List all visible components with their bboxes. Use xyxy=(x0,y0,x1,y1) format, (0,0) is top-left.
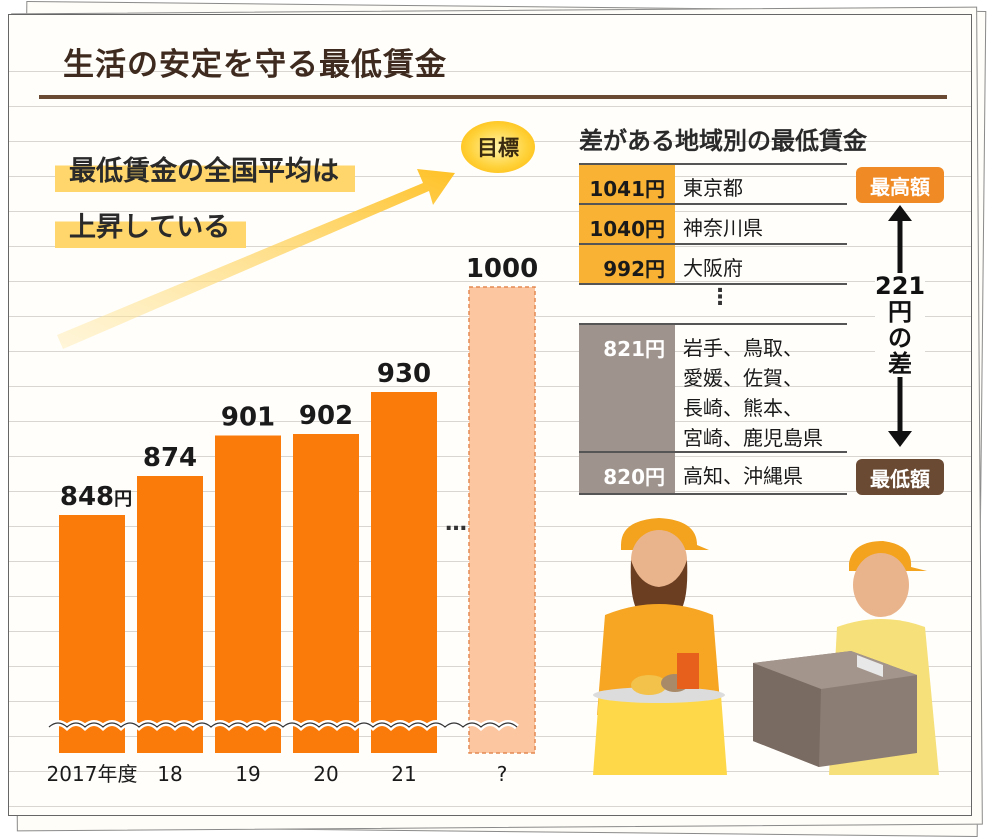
table-row: 820円 高知、沖縄県 xyxy=(579,453,847,495)
min-label: 最低額 xyxy=(856,459,944,495)
region-name: 岩手、鳥取、 愛媛、佐賀、 長崎、熊本、 宮崎、鹿児島県 xyxy=(683,336,823,450)
page-title: 生活の安定を守る最低賃金 xyxy=(63,47,447,83)
difference-particle: の xyxy=(888,324,912,352)
region-name: 大阪府 xyxy=(683,256,743,280)
wage-value: 992円 xyxy=(579,245,675,283)
regional-table: 1041円 東京都 1040円 神奈川県 992円 大阪府 821円 岩手、鳥取… xyxy=(579,163,847,495)
bar xyxy=(371,392,437,753)
region-name: 東京都 xyxy=(683,176,743,200)
workers-illustration xyxy=(593,518,939,775)
headline-line-2: 上昇している xyxy=(55,199,247,252)
table-row: 1040円 神奈川県 xyxy=(579,205,847,245)
bar xyxy=(137,476,203,753)
region-name: 神奈川県 xyxy=(683,216,763,240)
x-tick-label: 19 xyxy=(235,762,260,786)
wage-value: 1041円 xyxy=(579,165,675,203)
table-row: 821円 岩手、鳥取、 愛媛、佐賀、 長崎、熊本、 宮崎、鹿児島県 xyxy=(579,325,847,453)
bar xyxy=(215,435,281,753)
headline-line-1: 最低賃金の全国平均は xyxy=(55,143,355,196)
difference-unit: 円 xyxy=(888,298,912,326)
x-tick-label: 20 xyxy=(313,762,338,786)
trend-arrow xyxy=(57,169,455,349)
max-label: 最高額 xyxy=(856,167,944,203)
ellipsis-mark: … xyxy=(445,511,467,536)
x-tick-label: 21 xyxy=(391,762,416,786)
delivery-man-illustration xyxy=(753,541,939,775)
infographic-paper: 生活の安定を守る最低賃金 848円 874 901 902 930 1000 2017年度… xyxy=(8,14,972,816)
axis-break-line xyxy=(48,722,518,728)
table-row-gap xyxy=(579,285,847,325)
difference-number: 221 xyxy=(875,272,926,300)
goal-badge: 目標 xyxy=(461,121,535,173)
region-name: 高知、沖縄県 xyxy=(683,464,803,488)
data-label: 902 xyxy=(299,401,353,431)
data-label: 901 xyxy=(221,403,275,433)
table-row: 1041円 東京都 xyxy=(579,163,847,205)
difference-label: 221 円 の 差 xyxy=(875,273,925,377)
title-underline xyxy=(39,95,947,99)
bar xyxy=(59,515,125,753)
wage-value: 820円 xyxy=(579,453,675,493)
goal-bar xyxy=(468,286,536,754)
difference-word: 差 xyxy=(888,350,912,378)
wage-value: 1040円 xyxy=(579,205,675,243)
data-label: 1000 xyxy=(466,254,538,284)
regional-title: 差がある地域別の最低賃金 xyxy=(579,127,867,155)
data-label: 874 xyxy=(143,443,197,473)
x-tick-label: ? xyxy=(497,762,508,786)
data-label: 930 xyxy=(377,359,431,389)
table-row: 992円 大阪府 xyxy=(579,245,847,285)
x-tick-label: 2017年度 xyxy=(47,762,138,786)
bar xyxy=(293,434,359,753)
wage-value: 821円 xyxy=(579,325,675,451)
x-tick-label: 18 xyxy=(157,762,182,786)
waitress-illustration xyxy=(593,518,727,775)
